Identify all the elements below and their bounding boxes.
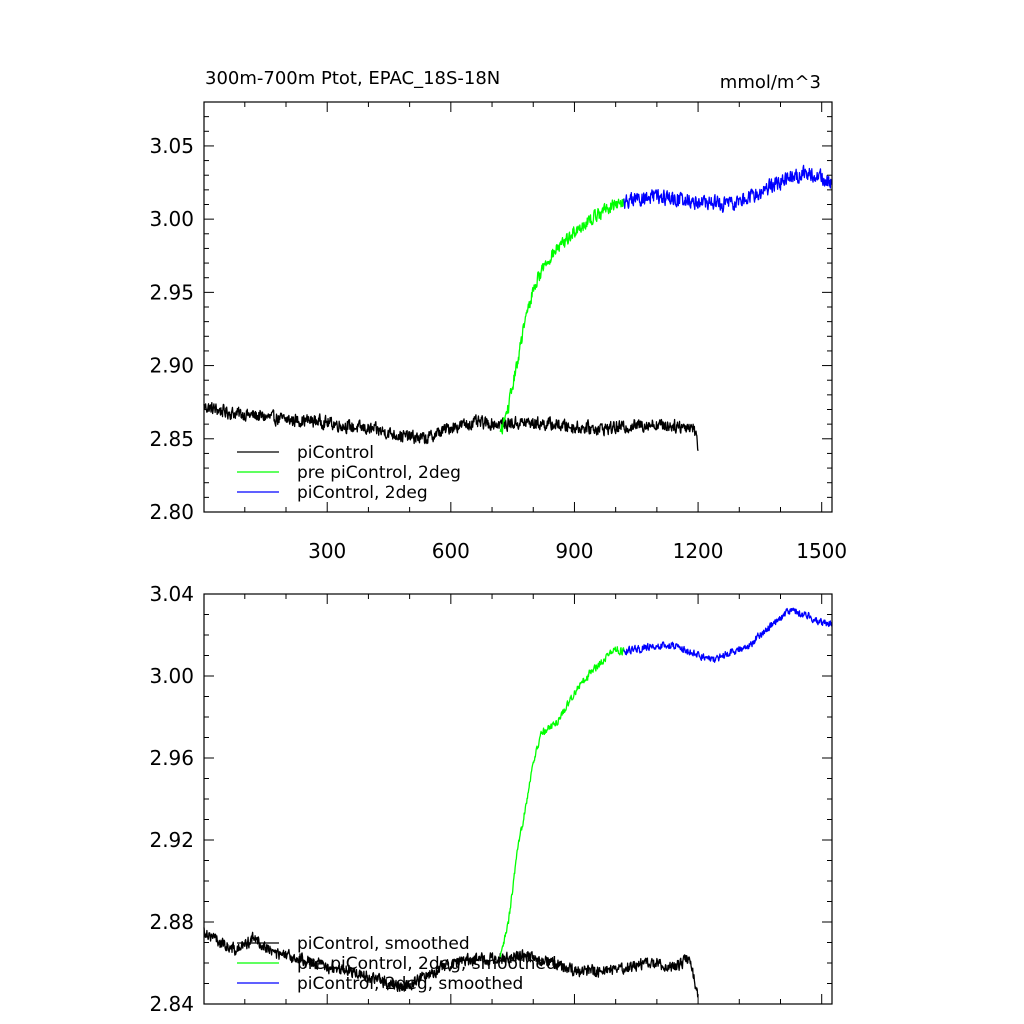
y-tick-label: 2.80 <box>149 500 194 524</box>
x-tick-label: 600 <box>432 539 470 563</box>
units-label: mmol/m^3 <box>720 72 821 93</box>
series-line-2 <box>499 198 625 435</box>
y-tick-label: 2.90 <box>149 354 194 378</box>
series-line-3 <box>623 607 833 663</box>
bottom-panel: 2.84 2.88 2.92 2.96 3.00 3.04 piControl, smoot… <box>149 582 833 1016</box>
legend-label: piControl, smoothed <box>297 934 470 954</box>
y-tick-label: 3.00 <box>149 207 194 231</box>
y-tick-label: 2.84 <box>149 992 194 1016</box>
x-tick-label: 1200 <box>673 539 724 563</box>
x-tick-label: 900 <box>555 539 593 563</box>
y-tick-label: 3.00 <box>149 664 194 688</box>
legend-label: piControl <box>297 443 374 463</box>
y-tick-label: 2.96 <box>149 746 194 770</box>
legend-label: pre piControl, 2deg <box>297 463 461 483</box>
series-line-3 <box>623 164 833 213</box>
y-tick-label: 3.04 <box>149 582 194 606</box>
legend-label: piControl, 2deg, smoothed <box>297 974 523 994</box>
legend-label: pre piControl, 2deg, smoothed <box>297 954 557 974</box>
y-tick-label: 2.88 <box>149 910 194 934</box>
chart-title: 300m-700m Ptot, EPAC_18S-18N <box>205 68 500 89</box>
top-panel: 2.80 2.85 2.90 2.95 3.00 3.05 300 600 900 1200 150… <box>149 101 847 563</box>
y-tick-label: 2.92 <box>149 828 194 852</box>
x-tick-label: 1500 <box>796 539 847 563</box>
y-tick-label: 2.85 <box>149 427 194 451</box>
y-tick-label: 2.95 <box>149 280 194 304</box>
series-line-1 <box>203 927 699 998</box>
series-line-2 <box>499 646 625 958</box>
y-tick-label: 3.05 <box>149 134 194 158</box>
series-line-1 <box>203 401 699 452</box>
x-tick-label: 300 <box>308 539 346 563</box>
legend-label: piControl, 2deg <box>297 483 428 503</box>
